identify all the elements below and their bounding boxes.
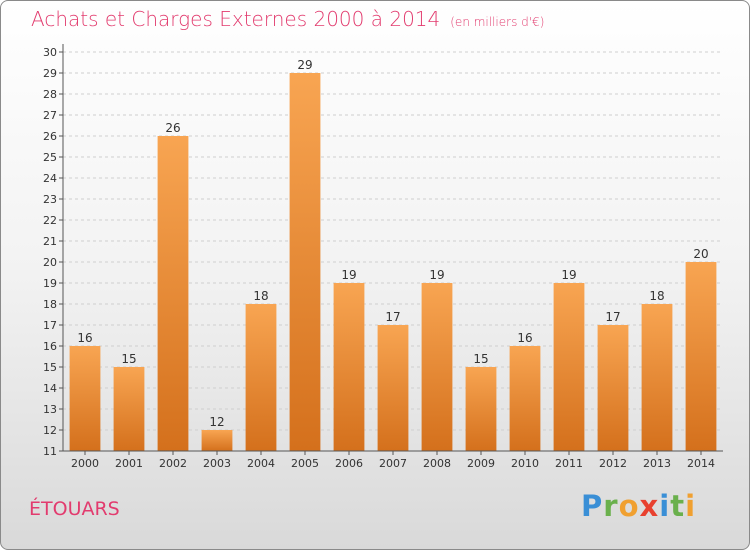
- x-tick-label: 2014: [687, 457, 715, 470]
- y-tick-label: 13: [43, 403, 57, 416]
- bar-2003: [201, 430, 233, 451]
- y-tick-label: 18: [43, 298, 57, 311]
- bar-2012: [597, 325, 629, 451]
- x-tick-label: 2007: [379, 457, 407, 470]
- x-tick-label: 2001: [115, 457, 143, 470]
- logo-letter: o: [618, 489, 640, 523]
- logo-letter: t: [670, 489, 686, 523]
- proxiti-logo: Proxiti: [581, 489, 696, 523]
- bar-value-label: 16: [517, 331, 532, 345]
- bar-2001: [113, 367, 145, 451]
- chart-title-text: Achats et Charges Externes 2000 à 2014: [31, 7, 441, 31]
- bar-value-label: 29: [297, 58, 312, 72]
- y-tick-label: 11: [43, 445, 57, 458]
- y-tick-label: 25: [43, 151, 57, 164]
- x-tick-label: 2009: [467, 457, 495, 470]
- bar-value-label: 17: [605, 310, 620, 324]
- bar-value-label: 26: [165, 121, 180, 135]
- logo-letter: x: [639, 489, 660, 523]
- y-tick-label: 26: [43, 130, 57, 143]
- bar-value-label: 15: [473, 352, 488, 366]
- logo-letter: r: [603, 489, 619, 523]
- x-tick-label: 2002: [159, 457, 187, 470]
- bar-value-label: 18: [253, 289, 268, 303]
- y-tick-label: 15: [43, 361, 57, 374]
- logo-letter: i: [685, 489, 697, 523]
- y-tick-label: 29: [43, 67, 57, 80]
- bar-2000: [69, 346, 101, 451]
- bar-value-label: 12: [209, 415, 224, 429]
- logo-letter: i: [659, 489, 671, 523]
- bar-2007: [377, 325, 409, 451]
- x-tick-label: 2000: [71, 457, 99, 470]
- bar-2008: [421, 283, 453, 451]
- bar-value-label: 16: [77, 331, 92, 345]
- y-tick-label: 20: [43, 256, 57, 269]
- bar-2013: [641, 304, 673, 451]
- bar-value-label: 19: [341, 268, 356, 282]
- y-tick-label: 24: [43, 172, 57, 185]
- y-tick-label: 22: [43, 214, 57, 227]
- x-tick-label: 2008: [423, 457, 451, 470]
- bar-value-label: 18: [649, 289, 664, 303]
- y-tick-label: 12: [43, 424, 57, 437]
- x-tick-label: 2004: [247, 457, 275, 470]
- x-tick-label: 2003: [203, 457, 231, 470]
- y-tick-label: 14: [43, 382, 57, 395]
- bar-value-label: 19: [429, 268, 444, 282]
- bar-2005: [289, 73, 321, 451]
- y-tick-label: 30: [43, 46, 57, 59]
- bar-2011: [553, 283, 585, 451]
- chart-subtitle: (en milliers d'€): [450, 15, 545, 29]
- y-tick-label: 28: [43, 88, 57, 101]
- bar-value-label: 20: [693, 247, 708, 261]
- bars: 16 15 26 12 18 29 19 17 19 15 16 19 17 18 20: [69, 58, 717, 451]
- place-name: ÉTOUARS: [29, 498, 120, 520]
- y-tick-label: 19: [43, 277, 57, 290]
- y-tick-label: 27: [43, 109, 57, 122]
- bar-value-label: 19: [561, 268, 576, 282]
- bar-value-label: 17: [385, 310, 400, 324]
- y-tick-label: 21: [43, 235, 57, 248]
- x-tick-label: 2006: [335, 457, 363, 470]
- y-tick-label: 23: [43, 193, 57, 206]
- chart-title: Achats et Charges Externes 2000 à 2014 (e…: [31, 7, 544, 31]
- y-tick-label: 17: [43, 319, 57, 332]
- x-tick-label: 2005: [291, 457, 319, 470]
- bar-2002: [157, 136, 189, 451]
- x-tick-label: 2013: [643, 457, 671, 470]
- bar-2009: [465, 367, 497, 451]
- y-axis: 11 12 13 14 15 16 17 18 19 20 21 22 23 24 25 26 27 28 29 30: [43, 44, 64, 458]
- bar-2010: [509, 346, 541, 451]
- x-tick-label: 2010: [511, 457, 539, 470]
- x-axis: 2000 2001 2002 2003 2004 2005 2006 2007 2008 2009…: [63, 450, 723, 470]
- x-tick-label: 2012: [599, 457, 627, 470]
- bar-value-label: 15: [121, 352, 136, 366]
- bar-2014: [685, 262, 717, 451]
- bar-2006: [333, 283, 365, 451]
- y-tick-label: 16: [43, 340, 57, 353]
- x-tick-label: 2011: [555, 457, 583, 470]
- logo-letter: P: [581, 489, 604, 523]
- bar-2004: [245, 304, 277, 451]
